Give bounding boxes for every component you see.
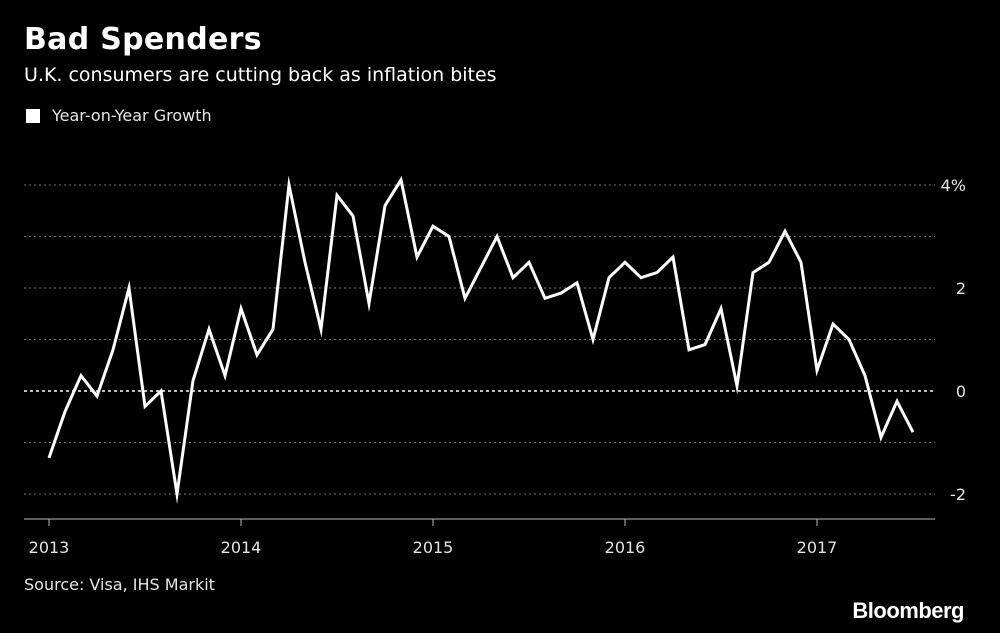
series-line-0	[47, 175, 915, 505]
x-axis-labels: 2013 2014 2015 2016 2017	[29, 538, 838, 557]
y-axis-labels: 4% 2 0 -2	[941, 176, 966, 504]
x-tick-label-2016: 2016	[605, 538, 646, 557]
x-axis	[24, 518, 935, 526]
legend-swatch-year-on-year-growth	[26, 108, 40, 123]
x-tick-label-2013: 2013	[29, 538, 70, 557]
y-tick-label-4: 4%	[941, 176, 966, 195]
y-tick-label-neg2: -2	[950, 485, 966, 504]
source-note: Source: Visa, IHS Markit	[24, 575, 215, 594]
y-tick-label-2: 2	[956, 279, 966, 298]
x-tick-label-2017: 2017	[797, 538, 838, 557]
bloomberg-logo: Bloomberg	[852, 598, 964, 623]
chart-title: Bad Spenders	[24, 22, 262, 57]
x-tick-label-2015: 2015	[413, 538, 454, 557]
legend-label-year-on-year-growth: Year-on-Year Growth	[52, 106, 212, 125]
legend: Year-on-Year Growth	[26, 106, 212, 125]
gridlines	[24, 184, 935, 495]
x-tick-label-2014: 2014	[221, 538, 262, 557]
y-tick-label-0: 0	[956, 382, 966, 401]
chart-subtitle: U.K. consumers are cutting back as infla…	[24, 64, 497, 86]
series	[47, 175, 915, 505]
